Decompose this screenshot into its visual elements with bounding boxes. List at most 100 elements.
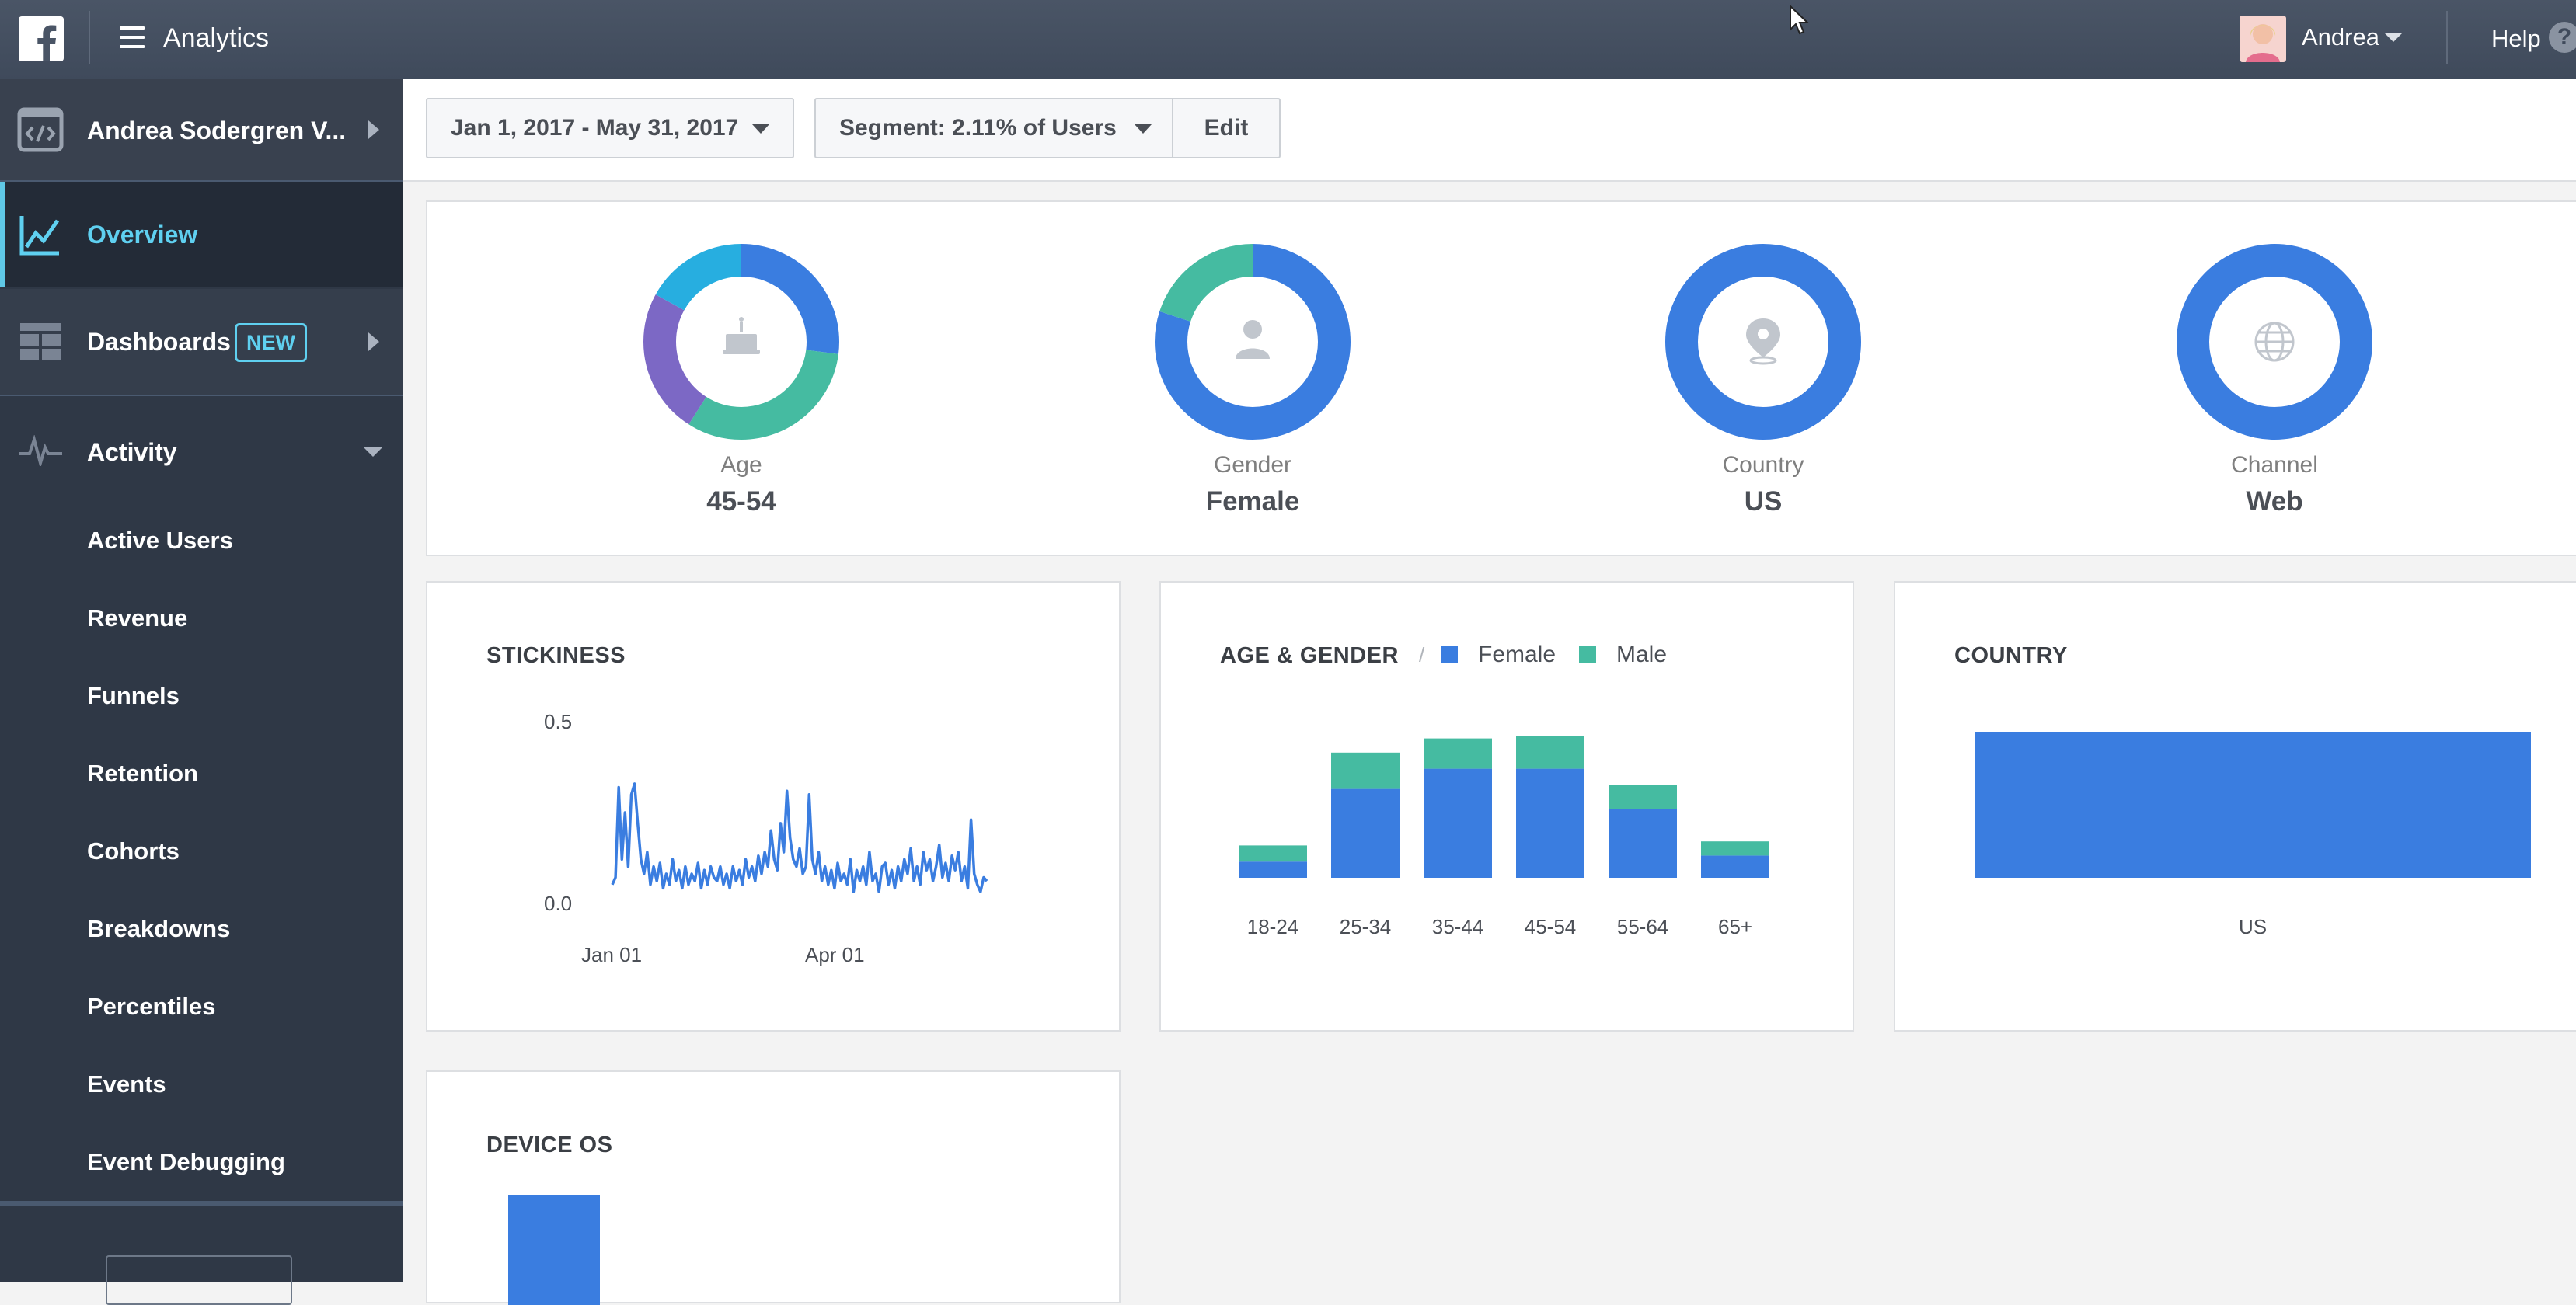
sidebar-item-dashboards[interactable]: Dashboards NEW xyxy=(0,289,403,396)
sidebar-item-event-debugging[interactable]: Event Debugging xyxy=(87,1148,285,1175)
app-title: Analytics xyxy=(163,23,270,53)
gender-value: Female xyxy=(1205,486,1300,517)
card-title: COUNTRY xyxy=(1954,643,2068,668)
donut-segments xyxy=(1665,244,1861,440)
device-os-bar[interactable] xyxy=(508,1195,600,1305)
bar-65+-female[interactable] xyxy=(1701,855,1769,878)
avatar-image-icon xyxy=(2240,16,2286,62)
legend-label: Female xyxy=(1478,642,1556,667)
help-link[interactable]: Help xyxy=(2491,25,2541,52)
bar-55-64-male[interactable] xyxy=(1609,785,1677,809)
donut-segment xyxy=(643,244,839,440)
title-separator: / xyxy=(1419,643,1425,666)
sidebar-item-revenue[interactable]: Revenue xyxy=(87,604,188,632)
country-donut-chart[interactable] xyxy=(1662,241,1864,443)
app-selector[interactable]: Andrea Sodergren V... xyxy=(0,79,403,182)
filter-bar: Jan 1, 2017 - May 31, 2017 Segment: 2.11… xyxy=(403,79,2576,182)
sidebar-item-percentiles[interactable]: Percentiles xyxy=(87,993,216,1020)
bar-18-24-female[interactable] xyxy=(1239,861,1307,878)
segment-selector[interactable]: Segment: 2.11% of Users xyxy=(814,98,1173,158)
x-tick-label: Jan 01 xyxy=(581,943,643,966)
app-name: Andrea Sodergren V... xyxy=(87,117,347,144)
card-title: STICKINESS xyxy=(486,643,626,668)
bar-55-64-female[interactable] xyxy=(1609,809,1677,878)
donut-segment xyxy=(2177,244,2372,440)
active-indicator xyxy=(0,182,5,287)
sidebar-item-active-users[interactable]: Active Users xyxy=(87,527,233,554)
help-icon[interactable]: ? xyxy=(2549,22,2576,53)
sidebar: Andrea Sodergren V... Overview Dashboard… xyxy=(0,79,403,1305)
cake-icon xyxy=(723,317,760,354)
donut-segment xyxy=(1665,244,1861,440)
bar-45-54-male[interactable] xyxy=(1516,736,1584,769)
stickiness-line-chart xyxy=(611,782,988,893)
date-range-picker[interactable]: Jan 1, 2017 - May 31, 2017 xyxy=(426,98,794,158)
country-caption: Country xyxy=(1722,452,1804,478)
legend-swatch-male xyxy=(1579,646,1596,663)
chevron-down-icon xyxy=(364,447,382,457)
channel-donut-chart[interactable] xyxy=(2173,241,2376,443)
summary-card: Age 45-54 Gender Female Country US Chann… xyxy=(426,200,2576,556)
facebook-logo-icon[interactable] xyxy=(19,16,64,61)
bar-65+-male[interactable] xyxy=(1701,841,1769,856)
location-pin-icon xyxy=(1746,318,1780,365)
legend-swatch-female xyxy=(1441,646,1458,663)
date-range-label: Jan 1, 2017 - May 31, 2017 xyxy=(451,115,739,141)
x-tick-label: 18-24 xyxy=(1247,915,1299,938)
sidebar-item-label: Dashboards xyxy=(87,328,231,356)
menu-icon[interactable] xyxy=(120,26,145,48)
x-tick-label: 25-34 xyxy=(1340,915,1392,938)
country-value: US xyxy=(1744,486,1783,517)
age-gender-card[interactable]: AGE & GENDER / Female Male 18-24 25-34 35-… xyxy=(1159,581,1854,1032)
age-donut-chart[interactable] xyxy=(640,241,842,443)
y-tick-label: 0.5 xyxy=(544,710,573,733)
device-os-card[interactable]: DEVICE OS xyxy=(426,1070,1121,1305)
new-badge: NEW xyxy=(235,323,307,362)
card-title: AGE & GENDER xyxy=(1220,643,1399,668)
bar-45-54-female[interactable] xyxy=(1516,768,1584,878)
country-bar-chart: US xyxy=(1975,732,2531,938)
edit-segment-button[interactable]: Edit xyxy=(1172,98,1281,158)
dashboard-grid-icon xyxy=(20,323,61,360)
sidebar-item-retention[interactable]: Retention xyxy=(87,760,198,787)
donut-segments xyxy=(643,244,839,440)
x-tick-label: 35-44 xyxy=(1432,915,1484,938)
x-tick-label: 55-64 xyxy=(1617,915,1669,938)
chevron-down-icon xyxy=(1135,124,1152,134)
bar-US[interactable] xyxy=(1975,732,2531,878)
card-title: DEVICE OS xyxy=(486,1133,613,1157)
bar-35-44-male[interactable] xyxy=(1424,738,1492,769)
top-bar: Analytics Andrea Help ? xyxy=(0,0,2576,79)
mouse-cursor-icon xyxy=(1790,5,1809,35)
sidebar-item-label: Activity xyxy=(87,438,177,466)
sidebar-footer-button[interactable] xyxy=(106,1255,292,1305)
x-tick-label: Apr 01 xyxy=(805,943,865,966)
user-menu-caret-icon[interactable] xyxy=(2384,33,2403,42)
sidebar-item-activity[interactable]: Activity xyxy=(0,396,403,505)
bar-25-34-male[interactable] xyxy=(1331,752,1400,789)
donut-segment xyxy=(1155,244,1351,440)
donut-segments xyxy=(1155,244,1351,440)
topbar-divider xyxy=(2446,11,2448,64)
chevron-right-icon xyxy=(368,332,379,351)
sidebar-item-events[interactable]: Events xyxy=(87,1070,166,1098)
sidebar-item-breakdowns[interactable]: Breakdowns xyxy=(87,915,231,942)
bar-25-34-female[interactable] xyxy=(1331,788,1400,878)
bar-35-44-female[interactable] xyxy=(1424,768,1492,878)
age-gender-bar-chart: 18-24 25-34 35-44 45-54 55-64 65+ xyxy=(1239,736,1769,938)
sidebar-item-overview[interactable]: Overview xyxy=(0,182,403,287)
chevron-right-icon xyxy=(368,120,379,139)
user-avatar[interactable] xyxy=(2240,16,2286,62)
stickiness-card[interactable]: STICKINESS 0.5 0.0 Jan 01 Apr 01 xyxy=(426,581,1121,1032)
globe-icon xyxy=(2254,322,2295,362)
sidebar-divider xyxy=(0,1201,403,1206)
bar-18-24-male[interactable] xyxy=(1239,845,1307,862)
sidebar-item-cohorts[interactable]: Cohorts xyxy=(87,837,180,865)
device-os-bar-chart xyxy=(508,1195,600,1305)
sidebar-item-label: Overview xyxy=(87,221,198,249)
gender-donut-chart[interactable] xyxy=(1152,241,1354,443)
sidebar-item-funnels[interactable]: Funnels xyxy=(87,682,180,709)
country-card[interactable]: COUNTRY US xyxy=(1894,581,2576,1032)
user-name-menu[interactable]: Andrea xyxy=(2302,23,2379,50)
legend-label: Male xyxy=(1616,642,1668,667)
